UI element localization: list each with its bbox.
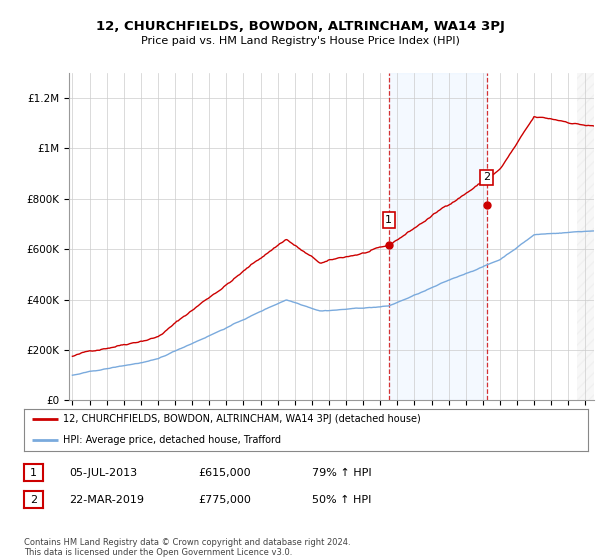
- Text: £775,000: £775,000: [198, 495, 251, 505]
- Text: 2: 2: [483, 172, 490, 183]
- Text: Price paid vs. HM Land Registry's House Price Index (HPI): Price paid vs. HM Land Registry's House …: [140, 36, 460, 46]
- Text: 05-JUL-2013: 05-JUL-2013: [69, 468, 137, 478]
- Text: 1: 1: [385, 215, 392, 225]
- Text: 22-MAR-2019: 22-MAR-2019: [69, 495, 144, 505]
- Text: 1: 1: [30, 468, 37, 478]
- Text: 12, CHURCHFIELDS, BOWDON, ALTRINCHAM, WA14 3PJ: 12, CHURCHFIELDS, BOWDON, ALTRINCHAM, WA…: [95, 20, 505, 32]
- Text: 79% ↑ HPI: 79% ↑ HPI: [312, 468, 371, 478]
- Text: Contains HM Land Registry data © Crown copyright and database right 2024.
This d: Contains HM Land Registry data © Crown c…: [24, 538, 350, 557]
- Text: HPI: Average price, detached house, Trafford: HPI: Average price, detached house, Traf…: [64, 435, 281, 445]
- Text: £615,000: £615,000: [198, 468, 251, 478]
- Bar: [577, 73, 594, 400]
- Bar: [389, 73, 487, 400]
- Text: 12, CHURCHFIELDS, BOWDON, ALTRINCHAM, WA14 3PJ (detached house): 12, CHURCHFIELDS, BOWDON, ALTRINCHAM, WA…: [64, 414, 421, 424]
- Text: 2: 2: [30, 494, 37, 505]
- Text: 50% ↑ HPI: 50% ↑ HPI: [312, 495, 371, 505]
